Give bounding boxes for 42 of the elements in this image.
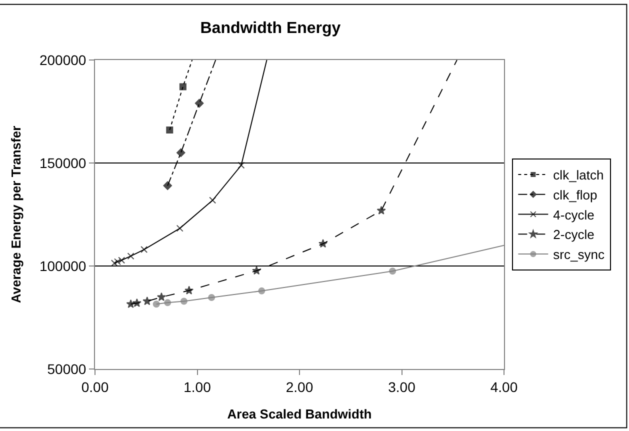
point: [118, 256, 126, 264]
point: [208, 294, 216, 302]
point: [180, 298, 188, 305]
point: [318, 239, 328, 248]
point: [163, 181, 172, 190]
legend-label: 2-cycle: [553, 227, 594, 242]
point: [166, 126, 174, 134]
point: [176, 148, 186, 158]
chart-title: Bandwidth Energy: [200, 20, 341, 37]
point: [127, 252, 134, 260]
x-tick-label: 2.00: [286, 378, 314, 395]
point: [238, 162, 245, 169]
point: [140, 246, 148, 254]
x-tick-label: 1.00: [184, 378, 212, 395]
legend-label: clk_latch: [553, 168, 604, 183]
x-tick-label: 3.00: [388, 378, 416, 395]
point: [152, 300, 160, 308]
y-tick-label: 150000: [39, 154, 86, 171]
point: [176, 224, 184, 232]
y-tick-label: 200000: [39, 52, 86, 68]
point: [164, 299, 172, 306]
x-tick-label: 4.00: [490, 378, 518, 395]
x-tick-label: 0.00: [81, 378, 109, 395]
point: [142, 296, 152, 306]
point: [156, 292, 166, 302]
legend-label: clk_flop: [553, 187, 598, 202]
point: [132, 298, 142, 307]
point: [252, 266, 262, 275]
point: [184, 286, 194, 294]
legend-label: 4-cycle: [553, 207, 594, 222]
point: [376, 206, 386, 214]
point: [126, 299, 136, 308]
legend-label: src_sync: [553, 247, 605, 262]
y-axis-title: Average Energy per Transfer: [8, 126, 24, 304]
y-tick-label: 50000: [47, 360, 86, 377]
point: [258, 287, 266, 294]
point: [389, 268, 396, 275]
point: [209, 196, 216, 204]
x-axis-title: Area Scaled Bandwidth: [227, 406, 372, 422]
y-tick-label: 100000: [39, 258, 86, 274]
point: [179, 83, 186, 90]
point: [194, 98, 204, 108]
